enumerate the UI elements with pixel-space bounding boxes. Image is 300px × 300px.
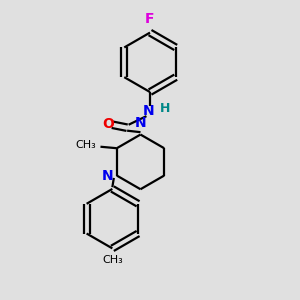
Text: N: N (102, 169, 114, 183)
Text: H: H (160, 103, 170, 116)
Text: O: O (103, 116, 114, 130)
Text: F: F (145, 12, 155, 26)
Text: N: N (143, 104, 154, 118)
Text: N: N (135, 116, 146, 130)
Text: CH₃: CH₃ (75, 140, 96, 150)
Text: CH₃: CH₃ (102, 255, 123, 265)
